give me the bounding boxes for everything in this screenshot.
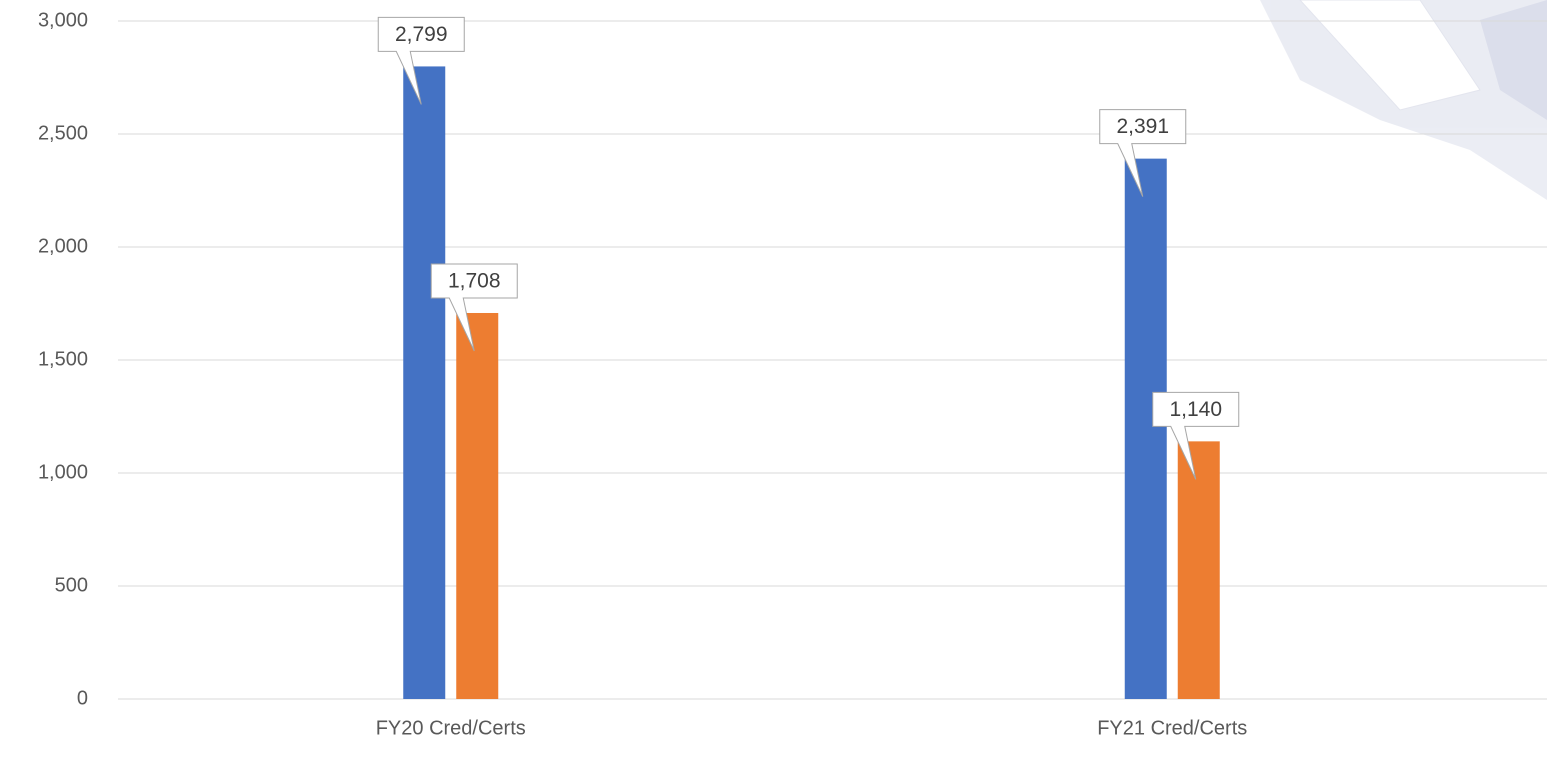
bar: [1124, 158, 1167, 699]
background-decoration: [1260, 0, 1547, 200]
y-tick-label: 0: [77, 687, 88, 709]
data-label-callout: [377, 16, 465, 105]
data-label-callout: [430, 263, 518, 352]
y-tick-label: 1,500: [38, 348, 88, 370]
y-tick-label: 3,000: [38, 9, 88, 31]
y-tick-label: 2,500: [38, 122, 88, 144]
data-label: 1,708: [448, 270, 501, 293]
y-tick-label: 500: [55, 574, 88, 596]
y-tick-label: 2,000: [38, 235, 88, 257]
y-tick-label: 1,000: [38, 461, 88, 483]
bar: [403, 66, 446, 699]
data-label: 2,391: [1116, 115, 1169, 138]
bar: [1177, 441, 1220, 699]
bar: [456, 312, 499, 699]
data-label-callout: [1099, 109, 1187, 197]
x-tick-label: FY21 Cred/Certs: [1097, 717, 1247, 739]
data-label: 1,140: [1169, 398, 1222, 421]
data-label: 2,799: [395, 23, 448, 46]
x-tick-label: FY20 Cred/Certs: [376, 717, 526, 739]
data-label-callout: [1152, 391, 1240, 480]
